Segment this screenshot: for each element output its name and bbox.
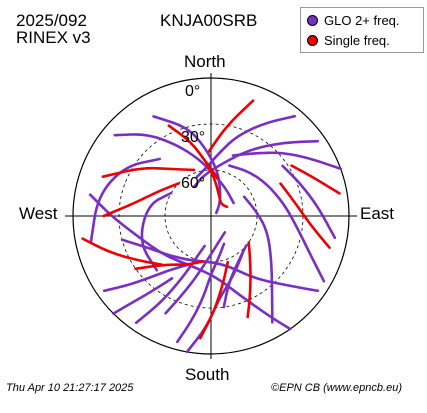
glo-track-10: [102, 263, 190, 293]
single-freq-track-6: [246, 241, 252, 319]
glo-track-13: [228, 164, 326, 283]
single-freq-track-4: [102, 182, 180, 218]
single-freq-track-11: [81, 237, 164, 267]
glo-track-6: [88, 193, 292, 331]
elevation-label-30: 30°: [181, 129, 205, 146]
glo-track-9: [176, 242, 226, 344]
station-name: KNJA00SRB: [160, 11, 258, 30]
glo-track-17: [231, 151, 342, 171]
legend-label-single: Single freq.: [324, 32, 390, 48]
glo-track-4: [113, 133, 235, 205]
single-freq-track-9: [290, 164, 341, 195]
elevation-label-0: 0°: [185, 83, 200, 100]
legend-marker-glo: [307, 14, 318, 26]
legend-label-glo: GLO 2+ freq.: [324, 12, 400, 28]
direction-south: South: [185, 365, 230, 384]
timestamp: Thu Apr 10 21:27:17 2025: [6, 382, 134, 394]
single-freq-track-3: [101, 166, 196, 178]
single-freq-track-2: [167, 124, 219, 180]
glo-track-8: [134, 244, 206, 325]
legend: GLO 2+ freq. Single freq.: [300, 7, 424, 53]
rinex-format: RINEX v3: [16, 28, 91, 47]
glo-track-1: [89, 157, 161, 243]
legend-marker-single: [307, 34, 318, 46]
glo-track-7: [164, 231, 227, 315]
single-freq-track-7: [199, 260, 230, 340]
date-code: 2025/092: [16, 11, 87, 30]
glo-track-19: [112, 277, 174, 315]
glo-track-16: [192, 139, 320, 189]
credit: ©EPN CB (www.epncb.eu): [271, 382, 402, 394]
legend-item-single: Single freq.: [307, 32, 390, 48]
direction-north: North: [184, 52, 226, 71]
glo-track-14: [281, 164, 337, 240]
direction-east: East: [360, 204, 395, 223]
elevation-label-60: 60°: [181, 175, 205, 192]
direction-west: West: [19, 204, 58, 223]
glo-track-12: [242, 195, 274, 324]
glo-track-2: [140, 191, 173, 272]
single-freq-track-5: [134, 260, 205, 271]
single-freq-track-1: [205, 161, 229, 209]
single-freq-track-10: [207, 99, 255, 153]
legend-item-glo: GLO 2+ freq.: [307, 12, 400, 28]
single-freq-track-8: [279, 182, 331, 249]
